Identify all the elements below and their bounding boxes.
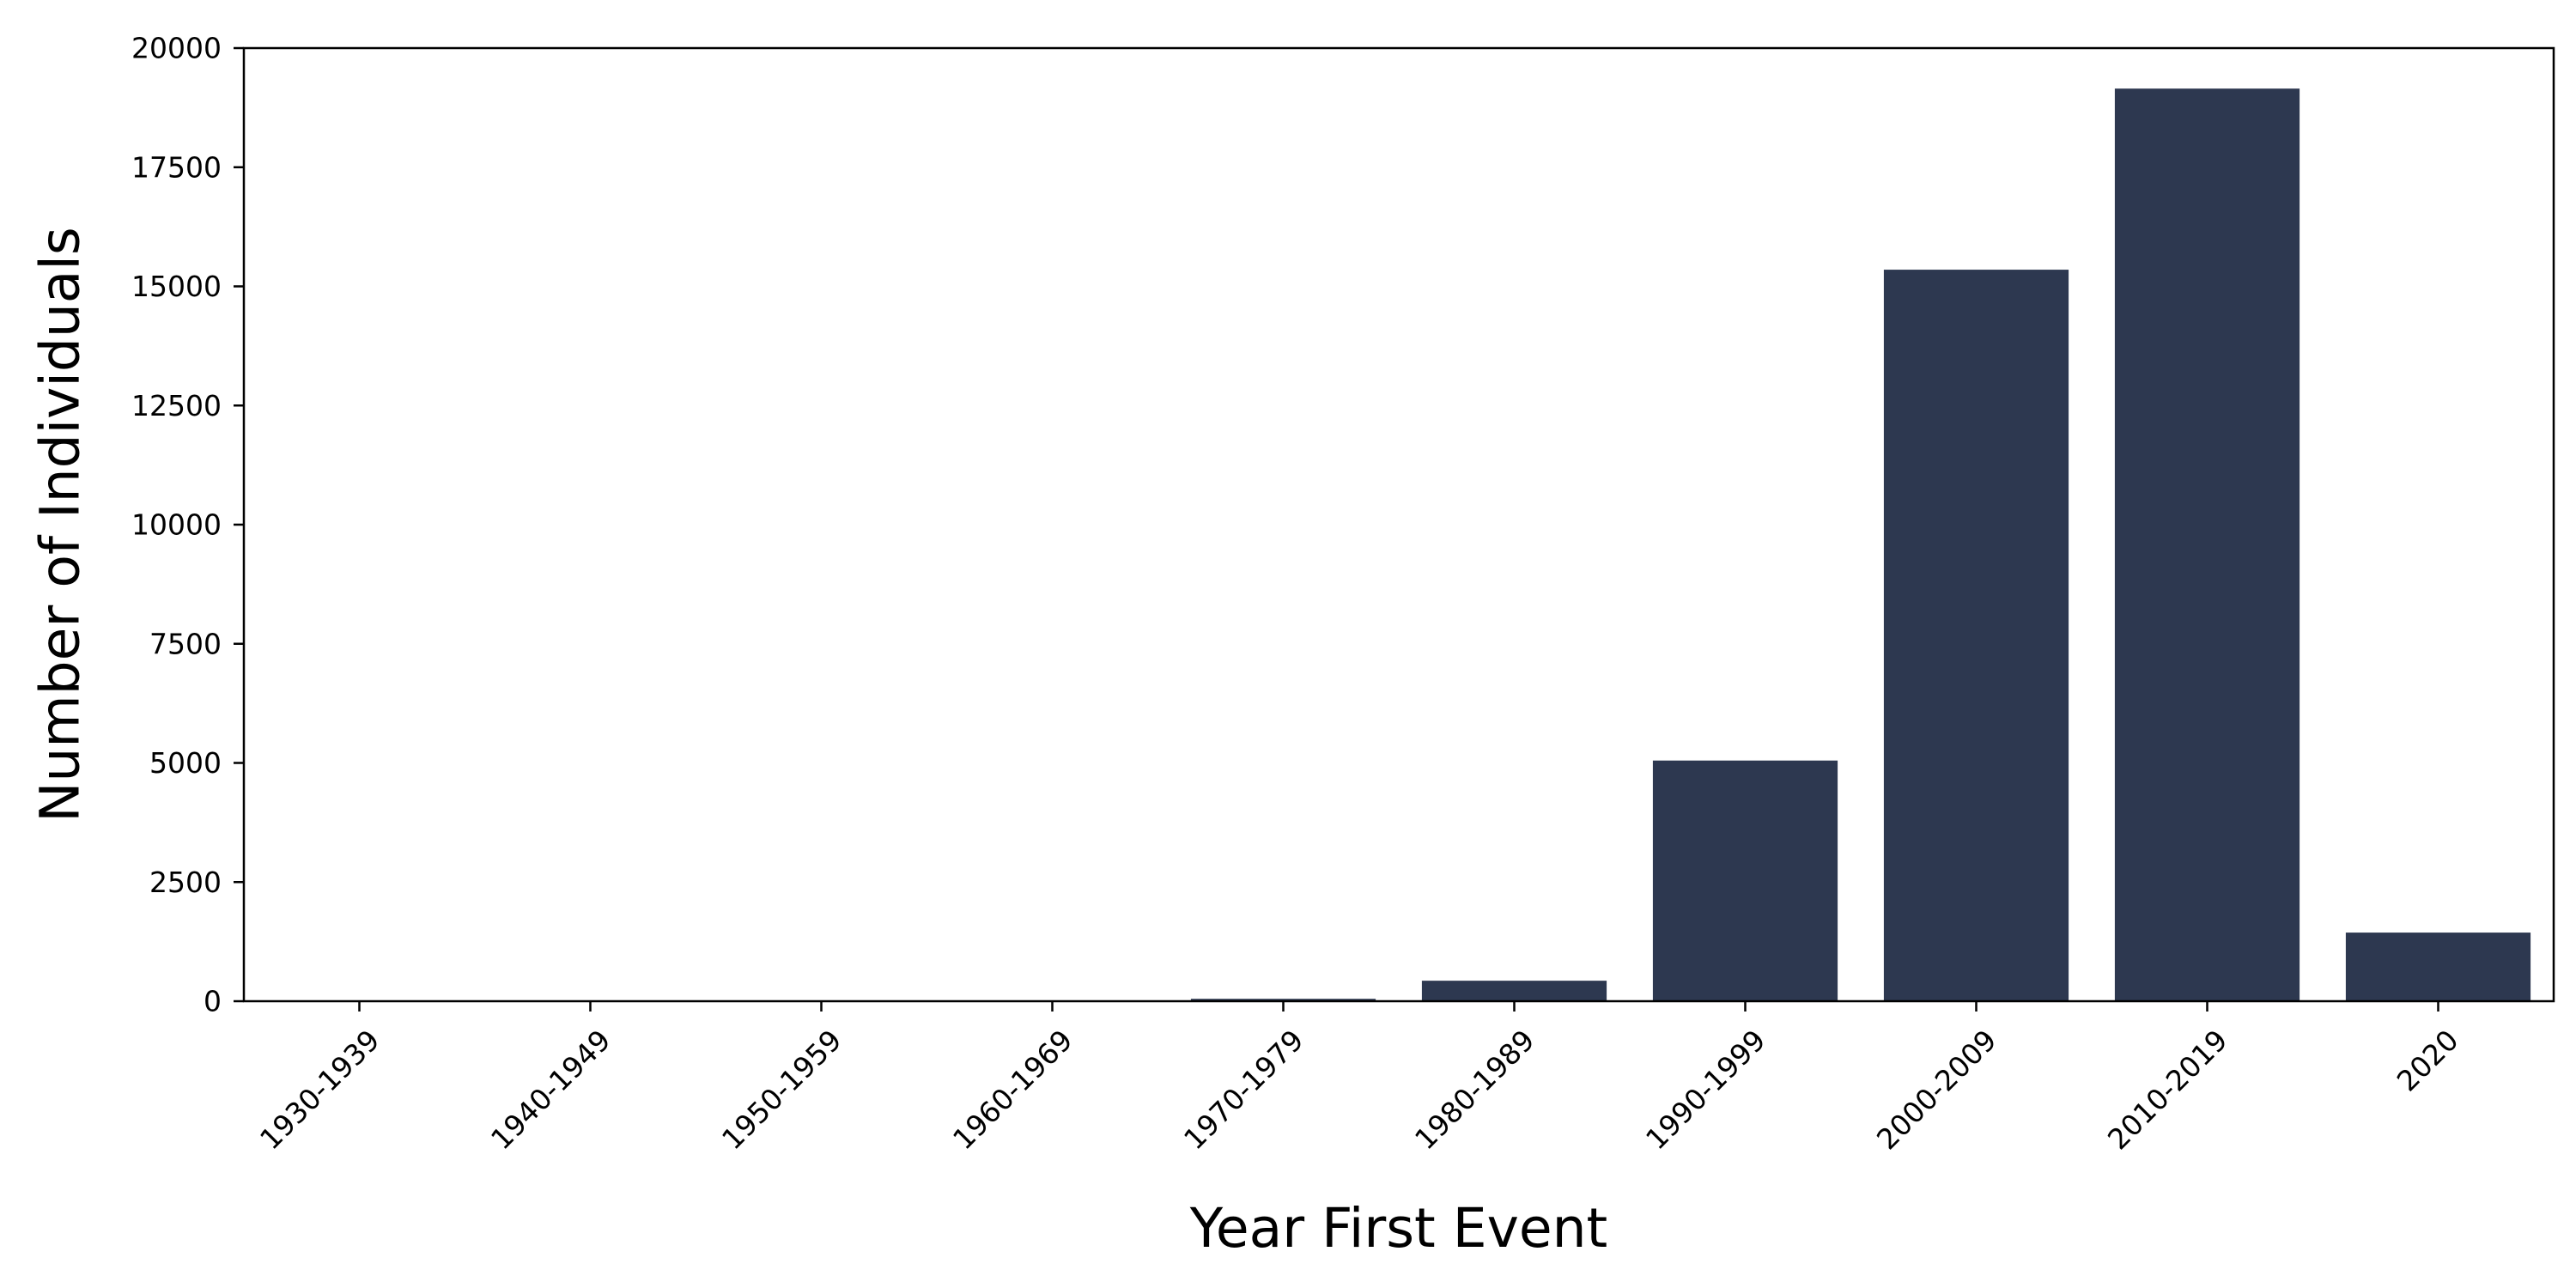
bar-2020 xyxy=(2345,933,2531,1001)
y-axis-title: Number of Individuals xyxy=(29,227,92,823)
y-axis-ticks: 0 2500 5000 7500 10000 12500 15000 17500 20000 xyxy=(131,32,244,1018)
x-axis-ticks: 1930-1939 1940-1949 1950-1959 1960-1969 1970… xyxy=(253,1001,2465,1156)
x-tick-label: 1990-1999 xyxy=(1639,1024,1772,1157)
bars xyxy=(266,88,2531,1001)
x-tick-label: 1940-1949 xyxy=(484,1024,617,1157)
x-tick-label: 2000-2009 xyxy=(1870,1024,2003,1157)
y-tick-label: 0 xyxy=(204,985,222,1018)
y-tick-label: 7500 xyxy=(149,627,222,660)
x-tick-label: 1960-1969 xyxy=(946,1024,1079,1157)
x-tick-label: 1950-1959 xyxy=(715,1024,848,1157)
y-tick-label: 15000 xyxy=(131,270,222,303)
bar-1970-1979 xyxy=(1190,999,1376,1001)
bar-1980-1989 xyxy=(1421,981,1607,1001)
bar-1990-1999 xyxy=(1652,760,1838,1001)
y-tick-label: 17500 xyxy=(131,150,222,184)
y-tick-label: 5000 xyxy=(149,746,222,780)
x-tick-label: 1930-1939 xyxy=(253,1024,386,1157)
y-tick-label: 2500 xyxy=(149,866,222,899)
y-tick-label: 10000 xyxy=(131,508,222,542)
y-tick-label: 20000 xyxy=(131,32,222,65)
x-tick-label: 2020 xyxy=(2391,1024,2465,1098)
x-tick-label: 2010-2019 xyxy=(2101,1024,2234,1157)
bar-2000-2009 xyxy=(1883,270,2069,1001)
plot-frame xyxy=(242,46,2555,1003)
bar-2010-2019 xyxy=(2114,88,2300,1001)
x-axis-title: Year First Event xyxy=(1189,1197,1608,1260)
y-tick-label: 12500 xyxy=(131,389,222,422)
x-tick-label: 1980-1989 xyxy=(1408,1024,1541,1157)
x-tick-label: 1970-1979 xyxy=(1177,1024,1310,1157)
